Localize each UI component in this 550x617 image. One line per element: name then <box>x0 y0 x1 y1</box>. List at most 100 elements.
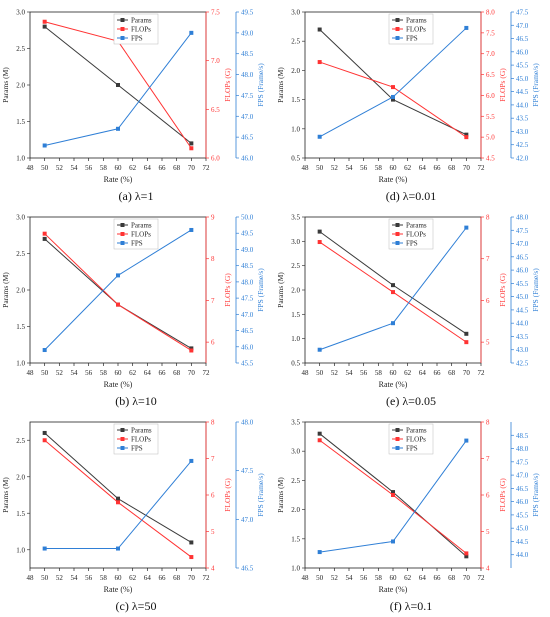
y-tick-label: 43.0 <box>516 128 529 136</box>
legend-swatch-marker <box>395 428 400 432</box>
x-tick-label: 64 <box>144 574 152 582</box>
x-tick-label: 52 <box>331 164 339 172</box>
x-tick-label: 60 <box>390 164 398 172</box>
y-axis-label: Params (M) <box>1 272 10 308</box>
y-tick-label: 1.5 <box>291 311 300 319</box>
y-tick-label: 5 <box>211 528 215 536</box>
x-axis-label: Rate (%) <box>104 380 133 389</box>
x-axis-label: Rate (%) <box>379 175 408 184</box>
y-axis-label: FPS (Frame/s) <box>531 268 540 312</box>
y-tick-label: 6 <box>486 297 490 305</box>
x-tick-label: 70 <box>188 574 196 582</box>
x-tick-label: 70 <box>188 369 196 377</box>
legend-swatch-marker <box>120 27 125 31</box>
y-tick-label: 48.0 <box>241 278 254 286</box>
y-tick-label: 1.0 <box>16 546 25 554</box>
legend-entry: FLOPs <box>406 436 426 444</box>
y-tick-label: 6.0 <box>211 155 220 163</box>
y-tick-label: 45.5 <box>241 360 254 368</box>
legend-entry: FLOPs <box>406 231 426 239</box>
y-tick-label: 2.5 <box>16 250 25 258</box>
chart-panel-2: 48 50 52 54 56 58 60 62 64 66 68 70 72 Rate (%) 0.5 1.0… <box>276 9 540 204</box>
x-tick-label: 52 <box>331 574 339 582</box>
y-tick-label: 47.0 <box>516 472 529 480</box>
x-tick-label: 66 <box>159 369 167 377</box>
data-point-flops <box>464 551 469 556</box>
x-tick-label: 70 <box>188 164 196 172</box>
x-axis-label: Rate (%) <box>379 380 408 389</box>
data-point-params <box>116 496 120 501</box>
y-tick-label: 2.0 <box>16 473 25 481</box>
y-tick-label: 2.0 <box>16 287 25 295</box>
y-tick-label: 46.0 <box>516 48 529 56</box>
y-tick-label: 1.5 <box>16 510 25 518</box>
x-tick-label: 58 <box>100 164 108 172</box>
y-tick-label: 4 <box>486 565 490 573</box>
y-tick-label: 44.5 <box>516 538 529 546</box>
x-axis-label: Rate (%) <box>104 175 133 184</box>
y-tick-label: 46.5 <box>241 134 254 142</box>
x-tick-label: 50 <box>41 164 49 172</box>
data-point-flops <box>42 438 47 443</box>
data-point-fps <box>317 134 322 139</box>
x-tick-label: 62 <box>129 369 137 377</box>
y-tick-label: 48.5 <box>516 432 529 440</box>
legend-entry: FLOPs <box>131 436 151 444</box>
data-point-params <box>317 27 322 32</box>
y-tick-label: 7.5 <box>211 9 220 17</box>
legend-swatch-marker <box>395 437 400 441</box>
y-tick-label: 46.0 <box>241 155 254 163</box>
y-tick-label: 44.0 <box>516 551 529 559</box>
y-tick-label: 47.0 <box>241 516 254 524</box>
x-tick-label: 62 <box>129 574 137 582</box>
x-tick-label: 70 <box>463 574 471 582</box>
data-point-fps <box>42 546 47 551</box>
x-tick-label: 68 <box>173 369 181 377</box>
x-tick-label: 64 <box>144 369 152 377</box>
y-tick-label: 42.5 <box>516 141 529 149</box>
legend-swatch-marker <box>120 428 125 432</box>
y-tick-label: 8 <box>211 419 215 427</box>
x-tick-label: 50 <box>41 574 49 582</box>
legend-swatch-marker <box>395 241 400 245</box>
y-tick-label: 44.0 <box>516 320 529 328</box>
data-point-flops <box>189 146 194 151</box>
legend-entry: Params <box>406 427 427 435</box>
y-tick-label: 6.0 <box>486 92 495 100</box>
y-tick-label: 48.5 <box>241 50 254 58</box>
data-point-flops <box>391 290 395 295</box>
y-axis-label: Params (M) <box>276 67 285 103</box>
y-tick-label: 45.5 <box>516 280 529 288</box>
y-axis-label: Params (M) <box>1 67 10 103</box>
y-tick-label: 47.0 <box>241 113 254 121</box>
x-tick-label: 50 <box>316 369 324 377</box>
x-tick-label: 66 <box>434 574 442 582</box>
y-tick-label: 47.0 <box>516 22 529 30</box>
y-tick-label: 42.0 <box>516 155 529 163</box>
series-line-fps <box>319 27 467 138</box>
panel-caption: (c) λ=50 <box>116 599 157 613</box>
y-tick-label: 46.5 <box>241 327 254 335</box>
y-tick-label: 47.5 <box>241 467 254 475</box>
y-tick-label: 5.5 <box>486 113 495 121</box>
legend-entry: Params <box>406 222 427 230</box>
data-point-flops <box>391 85 395 90</box>
x-tick-label: 58 <box>375 164 383 172</box>
data-point-params <box>317 229 322 234</box>
y-tick-label: 46.5 <box>516 485 529 493</box>
x-tick-label: 54 <box>346 574 354 582</box>
x-tick-label: 54 <box>346 164 354 172</box>
data-point-fps <box>189 458 194 463</box>
panel-caption: (e) λ=0.05 <box>386 394 436 408</box>
data-point-fps <box>116 273 120 278</box>
y-tick-label: 48.5 <box>241 262 254 270</box>
y-tick-label: 3.0 <box>291 448 300 456</box>
x-tick-label: 64 <box>419 574 427 582</box>
legend-swatch-marker <box>395 27 400 31</box>
x-tick-label: 72 <box>203 164 211 172</box>
y-tick-label: 47.5 <box>241 295 254 303</box>
y-tick-label: 5 <box>486 339 490 347</box>
x-tick-label: 52 <box>331 369 339 377</box>
